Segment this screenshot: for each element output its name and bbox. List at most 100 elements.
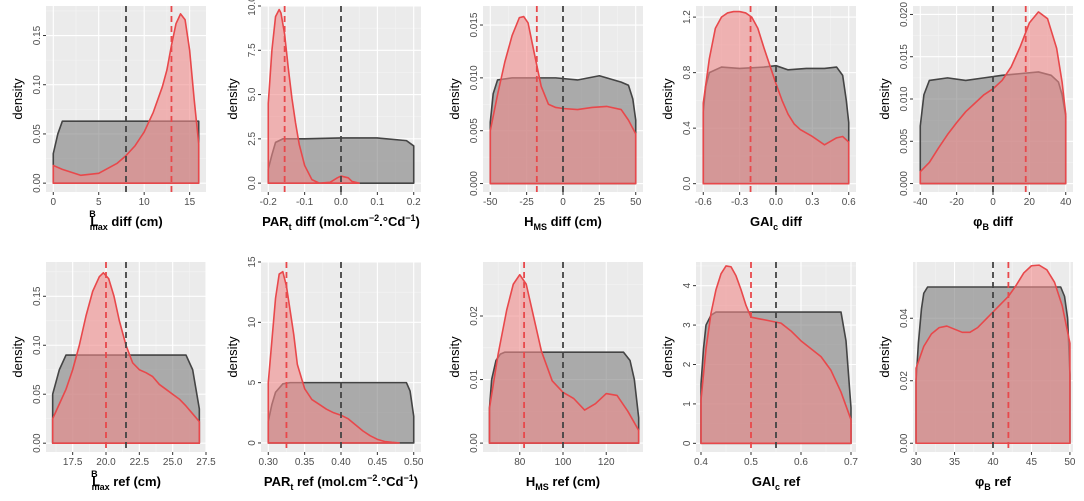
y-tick-label: 0.005: [899, 128, 910, 153]
y-tick-label: 0.05: [32, 124, 43, 144]
red-density-area: [267, 270, 400, 444]
y-tick-label: 0.005: [469, 118, 480, 143]
panel-lmax-diff: 0 5 10 15 0.00 0.05 0.10 0.15 density LB max diff …: [10, 6, 206, 232]
y-axis-title: density: [10, 336, 25, 378]
x-tick-label: 20.0: [96, 457, 116, 468]
y-axis-title: density: [877, 78, 892, 120]
y-axis-title: density: [660, 336, 675, 378]
x-tick-label: 50: [630, 197, 642, 208]
x-tick-label: 17.5: [63, 457, 83, 468]
y-tick-label: 3: [682, 322, 693, 328]
y-tick-label: 0.0: [682, 176, 693, 190]
x-tick-label: 0.50: [404, 457, 424, 468]
x-tick-label: 10: [139, 197, 151, 208]
y-tick-label: 0.8: [682, 65, 693, 79]
y-axis-title: density: [877, 336, 892, 378]
x-tick-label: 0.40: [331, 457, 351, 468]
y-tick-label: 0: [247, 440, 258, 446]
y-tick-label: 4: [682, 282, 693, 288]
x-tick-label: -50: [483, 197, 498, 208]
x-tick-label: 25: [594, 197, 606, 208]
x-tick-label: 0.2: [407, 197, 421, 208]
x-tick-label: 0.6: [794, 457, 808, 468]
y-tick-label: 10: [247, 316, 258, 328]
y-axis-title: density: [447, 78, 462, 120]
y-tick-label: 0.05: [32, 384, 43, 404]
x-tick-label: 0: [50, 197, 56, 208]
x-tick-label: 0: [990, 197, 996, 208]
red-density-area: [489, 15, 637, 185]
x-tick-label: 0.7: [844, 457, 858, 468]
red-density-area: [52, 13, 200, 184]
x-tick-label: -25: [519, 197, 534, 208]
x-tick-label: 50: [1064, 457, 1076, 468]
x-tick-label: 100: [555, 457, 572, 468]
y-tick-label: 0.00: [899, 433, 910, 453]
y-tick-label: 10.0: [247, 0, 258, 16]
red-density-area: [267, 8, 360, 184]
x-axis-title: PARt diff (mol.cm−2.°Cd−1): [262, 213, 420, 232]
y-tick-label: 5.0: [247, 87, 258, 101]
y-tick-label: 0.000: [469, 171, 480, 196]
x-tick-label: 0: [560, 197, 566, 208]
panel-gaic-diff: -0.6 -0.3 0.0 0.3 0.6 0.0 0.4 0.8 1.2 density GAIc…: [660, 6, 856, 232]
x-tick-label: 35: [949, 457, 961, 468]
y-tick-label: 0.010: [899, 86, 910, 111]
x-axis-title: φB diff: [973, 214, 1013, 232]
panel-part-ref: 0.30 0.35 0.40 0.45 0.50 0 5 10 15 density PARt re…: [225, 256, 424, 492]
y-tick-label: 5: [247, 379, 258, 385]
x-axis-title: LB max diff (cm): [89, 209, 162, 232]
y-tick-label: 1: [682, 401, 693, 407]
x-tick-label: -0.3: [731, 197, 749, 208]
x-axis-title: φB ref: [975, 474, 1012, 492]
x-axis-title: HMS diff (cm): [524, 214, 602, 232]
y-axis-title: density: [447, 336, 462, 378]
x-tick-label: 15: [184, 197, 196, 208]
x-tick-label: 80: [514, 457, 526, 468]
y-tick-label: 0.10: [32, 75, 43, 95]
panel-hms-ref: 80 100 120 0.00 0.01 0.02 density HMS ref (cm): [447, 262, 643, 492]
x-tick-label: 25.0: [163, 457, 183, 468]
y-tick-label: 0.010: [469, 65, 480, 90]
x-tick-label: 120: [598, 457, 615, 468]
y-tick-label: 7.5: [247, 43, 258, 57]
y-tick-label: 0.0: [247, 176, 258, 190]
y-tick-label: 15: [247, 256, 258, 268]
x-tick-label: 0.0: [334, 197, 348, 208]
y-tick-label: 2.5: [247, 131, 258, 145]
y-tick-label: 0: [682, 440, 693, 446]
y-axis-title: density: [225, 336, 240, 378]
x-tick-label: -0.1: [296, 197, 314, 208]
x-tick-label: 0.3: [805, 197, 819, 208]
y-tick-label: 0.015: [469, 12, 480, 37]
panel-hms-diff: -50 -25 0 25 50 0.000 0.005 0.010 0.015 density HM…: [447, 6, 643, 232]
y-axis-title: density: [225, 78, 240, 120]
x-tick-label: 40: [1060, 197, 1072, 208]
x-tick-label: -20: [949, 197, 964, 208]
x-tick-label: -40: [913, 197, 928, 208]
y-tick-label: 0.01: [469, 369, 480, 389]
red-density-area: [488, 273, 640, 444]
panel-phib-diff: -40 -20 0 20 40 0.000 0.005 0.010 0.015 0.020 dens…: [877, 2, 1073, 232]
x-tick-label: 0.6: [842, 197, 856, 208]
y-tick-label: 0.00: [32, 433, 43, 453]
y-tick-label: 0.4: [682, 121, 693, 135]
x-tick-label: 0.4: [694, 457, 708, 468]
x-tick-label: 0.1: [370, 197, 384, 208]
y-axis-title: density: [10, 78, 25, 120]
x-axis-title: GAIc diff: [750, 214, 803, 232]
x-tick-label: 22.5: [130, 457, 150, 468]
x-tick-label: 0.30: [259, 457, 279, 468]
panel-lmax-ref: 17.5 20.0 22.5 25.0 27.5 0.00 0.05 0.10 0.15 dens…: [10, 262, 216, 492]
x-tick-label: 5: [96, 197, 102, 208]
x-tick-label: 45: [1026, 457, 1038, 468]
x-tick-label: -0.2: [260, 197, 278, 208]
x-tick-label: 40: [987, 457, 999, 468]
x-axis-title: GAIc ref: [752, 474, 801, 492]
y-tick-label: 1.2: [682, 10, 693, 24]
panel-phib-ref: 30 35 40 45 50 0.00 0.02 0.04 density φB ref: [877, 262, 1076, 492]
y-tick-label: 0.15: [32, 286, 43, 306]
y-tick-label: 0.00: [32, 173, 43, 193]
x-tick-label: 0.35: [295, 457, 315, 468]
y-tick-label: 0.02: [899, 371, 910, 391]
